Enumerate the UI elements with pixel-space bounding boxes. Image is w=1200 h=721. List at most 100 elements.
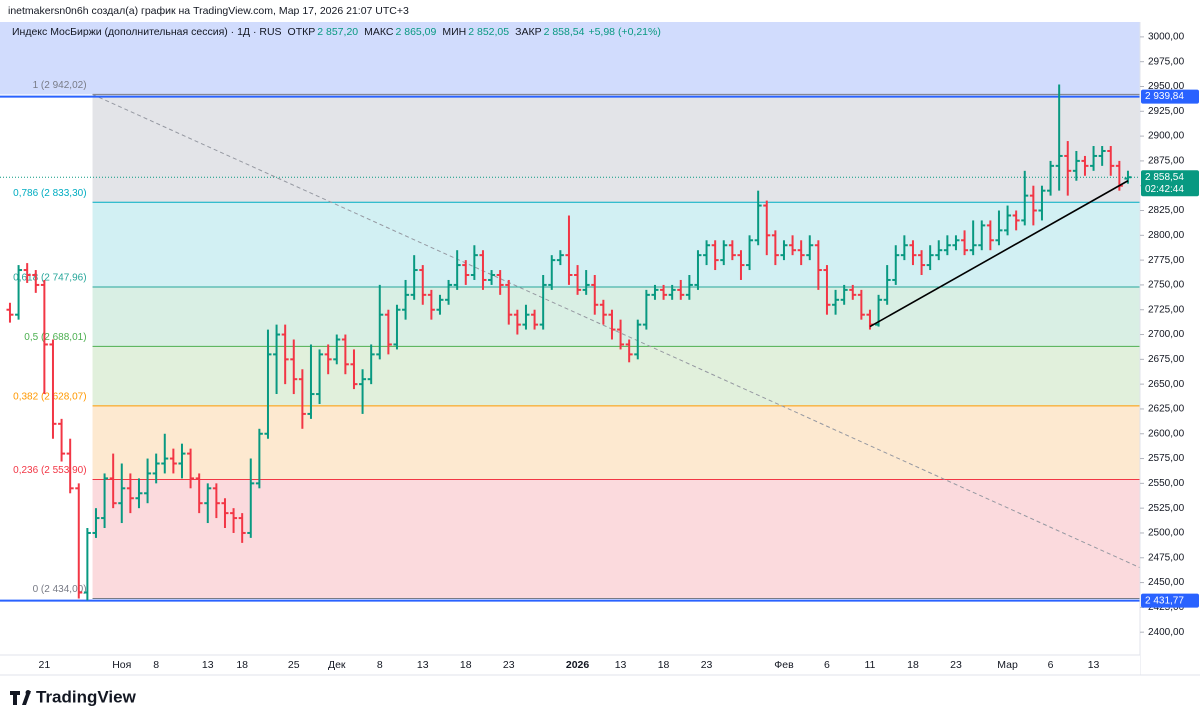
ohlc-bar [832,289,840,315]
y-tick-label: 2925,00 [1148,106,1185,117]
y-tick-label: 2675,00 [1148,354,1185,365]
fib-level-label: 0,786 (2 833,30) [13,188,86,199]
ohlc-bar [496,270,504,295]
y-tick-label: 2400,00 [1148,627,1185,638]
ohlc-bar [608,309,616,340]
ohlc-bar [204,483,212,524]
y-tick-label: 2525,00 [1148,503,1185,514]
ohlc-bar [410,255,418,300]
ohlc-bar [187,448,195,489]
ohlc-bar [582,270,590,295]
y-tick-label: 2775,00 [1148,255,1185,266]
y-tick-label: 2475,00 [1148,552,1185,563]
ohlc-bar [565,215,573,285]
ohlc-bar [556,250,564,266]
y-tick-label: 2900,00 [1148,131,1185,142]
y-tick-label: 2650,00 [1148,379,1185,390]
ohlc-bar [694,250,702,290]
y-tick-label: 2875,00 [1148,156,1185,167]
y-tick-label: 3000,00 [1148,32,1185,43]
legend-symbol: Индекс МосБиржи (дополнительная сессия) … [12,26,282,38]
x-tick-label: 25 [288,659,300,671]
ohlc-bar [754,190,762,246]
ohlc-bar [531,309,539,330]
ohlc-bar [402,279,410,320]
x-tick-label: 13 [202,659,214,671]
y-tick-label: 2625,00 [1148,404,1185,415]
price-badge-label: 2 431,77 [1145,595,1184,606]
ohlc-bar [221,498,229,529]
ohlc-bar [169,448,177,474]
ohlc-bar [316,349,324,404]
ohlc-bar [453,250,461,290]
fib-zone [92,346,1141,406]
ohlc-bar [952,235,960,251]
ohlc-bar [892,245,900,285]
ohlc-bar [642,289,650,330]
fib-level-label: 0 (2 434,00) [33,584,87,595]
ohlc-bar [1098,146,1106,166]
logo-icon [10,690,31,705]
y-tick-label: 2700,00 [1148,329,1185,340]
ohlc-bar [144,458,152,504]
ohlc-bar [152,453,160,484]
x-tick-label: Мар [997,659,1018,671]
ohlc-bar [660,284,668,300]
header: inetmakersn0n6h создал(а) график на Trad… [8,5,409,17]
y-tick-label: 2500,00 [1148,528,1185,539]
ohlc-bar [15,265,23,320]
ohlc-bar [470,245,478,280]
ohlc-bar [711,240,719,271]
fib-level-label: 1 (2 942,02) [33,80,87,91]
ohlc-bar [978,220,986,251]
price-badge-sub: 02:42:44 [1145,184,1184,195]
ohlc-bar [1029,185,1037,226]
ohlc-bar [883,265,891,305]
ohlc-bar [1090,146,1098,171]
ohlc-bar [539,275,547,330]
ohlc-bar [943,235,951,256]
legend-value: 2 865,09 [395,26,436,38]
ohlc-bar [703,240,711,266]
x-tick-label: 23 [701,659,713,671]
ohlc-bar [763,200,771,256]
fib-zone [92,479,1141,599]
fib-level-label: 0,382 (2 628,07) [13,392,86,403]
price-badge [1141,89,1199,104]
x-tick-label: 13 [615,659,627,671]
price-badge-label: 2 858,54 [1145,172,1184,183]
ohlc-bar [1012,210,1020,231]
ohlc-bar [1072,150,1080,181]
y-tick-label: 2825,00 [1148,205,1185,216]
legend-key: ОТКР [288,26,316,38]
ohlc-bar [384,309,392,355]
ohlc-bar [445,279,453,305]
ohlc-bar [814,240,822,290]
x-tick-label: 13 [1088,659,1100,671]
ohlc-bar [109,453,117,509]
fib-level-label: 0,5 (2 688,01) [24,332,86,343]
legend-key: МАКС [364,26,394,38]
y-tick-label: 2575,00 [1148,453,1185,464]
ohlc-bar [66,438,74,494]
ohlc-bar [307,344,315,419]
ohlc-bar [926,245,934,271]
x-tick-label: 6 [1048,659,1054,671]
top-zone [0,22,1140,95]
ohlc-bar [634,319,642,360]
legend-change: +5,98 (+0,21%) [588,26,660,38]
ohlc-bar [126,473,134,514]
projection-line [92,93,1141,569]
ohlc-bar [935,240,943,261]
ohlc-bar [625,339,633,363]
ohlc-bar [58,418,66,462]
ohlc-bar [918,250,926,276]
time-axis [0,655,1140,675]
ohlc-bar [746,235,754,271]
ohlc-bar [780,240,788,261]
x-tick-label: 2026 [566,659,590,671]
ohlc-bar [212,483,220,519]
x-tick-label: 23 [503,659,515,671]
ohlc-bar [6,302,14,323]
